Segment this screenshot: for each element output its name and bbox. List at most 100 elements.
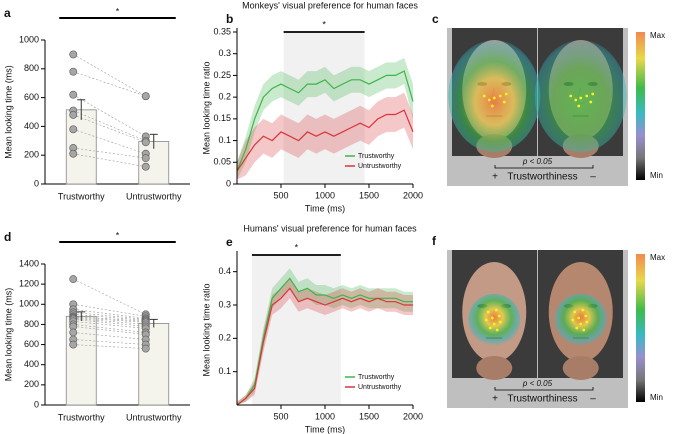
y-tick-label: 0.2	[218, 92, 231, 102]
fixation-dot	[484, 318, 488, 322]
panel-label: c	[432, 12, 439, 26]
heat-overlay	[534, 40, 627, 152]
y-tick-label: 600	[24, 339, 39, 349]
scale-plus: +	[492, 394, 498, 405]
neck	[476, 356, 513, 380]
pair-line	[73, 278, 146, 315]
y-tick-label: 0.15	[213, 113, 231, 123]
subject-point	[69, 125, 78, 134]
subject-point	[69, 50, 78, 59]
fixation-dot	[490, 316, 494, 320]
pair-line	[73, 71, 146, 97]
x-tick-label: 1000	[315, 411, 335, 421]
panel-label: f	[432, 234, 437, 248]
fixation-dot	[575, 326, 579, 330]
fixation-dot	[585, 94, 589, 98]
pair-line	[73, 321, 146, 329]
fixation-dot	[585, 320, 589, 324]
panel-label: d	[4, 230, 11, 244]
colorbar	[636, 254, 645, 402]
pair-line	[73, 317, 146, 323]
y-axis-label: Mean looking time (ms)	[3, 288, 13, 382]
scale-label: Trustworthiness	[507, 172, 577, 183]
y-tick-label: 400	[24, 121, 39, 131]
x-axis-label: Time (ms)	[305, 424, 345, 434]
x-tick-label: 2000	[403, 411, 423, 421]
legend-label: Untrustworthy	[358, 384, 402, 391]
subject-point	[141, 92, 150, 101]
fixation-dot	[497, 314, 501, 318]
subject-point	[141, 154, 150, 163]
panel-title: Monkeys' visual preference for human fac…	[242, 0, 418, 10]
panel-label: a	[4, 6, 11, 20]
series-line	[236, 109, 414, 172]
y-tick-label: 400	[24, 359, 39, 369]
pair-line	[73, 324, 146, 333]
pair-line	[73, 319, 146, 327]
y-tick-label: 200	[24, 379, 39, 389]
y-tick-label: 0.35	[213, 26, 231, 36]
pair-line	[73, 128, 146, 155]
pair-line	[73, 339, 146, 345]
pair-line	[73, 153, 146, 168]
pair-line	[73, 318, 146, 325]
fixation-dot	[591, 92, 595, 96]
pair-line	[73, 94, 146, 137]
fixation-dot	[492, 322, 496, 326]
panel-label: e	[226, 235, 233, 249]
x-tick-label: Untrustworthy	[126, 412, 182, 422]
pair-line	[73, 54, 146, 97]
x-axis-label: Time (ms)	[305, 203, 345, 213]
fixation-dot	[486, 310, 490, 314]
y-tick-label: 0	[226, 178, 231, 188]
fixation-dot	[581, 308, 585, 312]
colorbar-min: Min	[650, 393, 663, 402]
significance-label: p < 0.05	[522, 157, 553, 166]
x-tick-label: 2000	[403, 190, 423, 200]
colorbar-min: Min	[650, 171, 663, 180]
panel-label: b	[226, 12, 233, 26]
fixation-dot	[573, 310, 577, 314]
fixation-dot	[577, 316, 581, 320]
pair-line	[73, 303, 146, 317]
fixation-dot	[584, 314, 588, 318]
series-line	[236, 277, 413, 406]
significance-mark: *	[322, 19, 326, 29]
fixation-dot	[498, 320, 502, 324]
pair-line	[73, 344, 146, 349]
x-tick-label: 1000	[315, 190, 335, 200]
fixation-dot	[494, 308, 498, 312]
fixation-dot	[492, 96, 496, 100]
x-tick-label: Trustworthy	[58, 412, 105, 422]
subject-point	[141, 162, 150, 171]
significance-mark: *	[116, 230, 120, 240]
pair-line	[73, 147, 146, 159]
colorbar-max: Max	[650, 31, 665, 40]
pair-line	[73, 332, 146, 340]
heat-overlay	[554, 294, 607, 346]
bracket	[494, 387, 594, 391]
fixation-dot	[488, 326, 492, 330]
scale-minus: –	[590, 394, 596, 405]
subject-point	[69, 67, 78, 76]
subject-point	[69, 275, 78, 284]
pair-line	[73, 114, 146, 143]
significant-window	[283, 32, 365, 184]
fixation-dot	[498, 94, 502, 98]
pair-line	[73, 312, 146, 320]
scale-label: Trustworthiness	[507, 394, 577, 405]
fixation-dot	[579, 322, 583, 326]
pair-line	[73, 309, 146, 319]
subject-point	[141, 138, 150, 147]
legend-label: Trustworthy	[358, 374, 395, 381]
fixation-dot	[577, 104, 581, 108]
y-tick-label: 1400	[19, 258, 39, 268]
fixation-dot	[574, 98, 578, 102]
y-tick-label: 800	[24, 63, 39, 73]
y-tick-label: 0	[34, 399, 39, 409]
fixation-dot	[487, 98, 491, 102]
series-line	[236, 70, 414, 172]
pair-line	[73, 314, 146, 321]
subject-point	[69, 90, 78, 99]
